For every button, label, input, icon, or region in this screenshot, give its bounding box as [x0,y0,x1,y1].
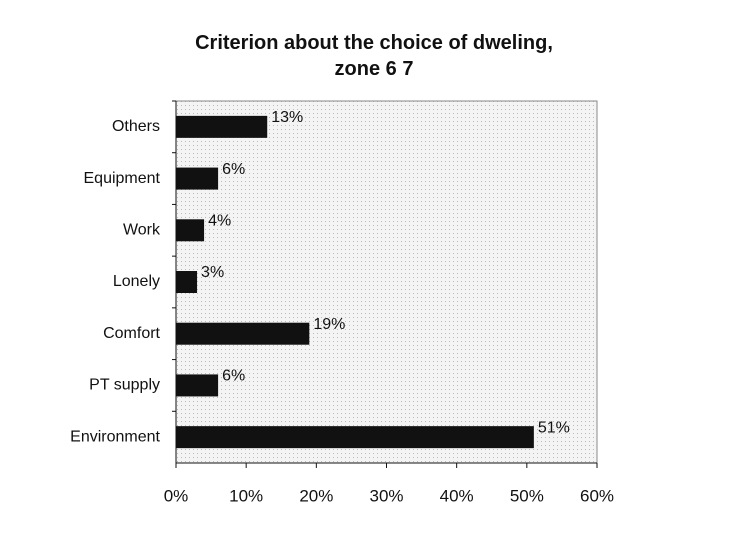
x-tick-label: 0% [164,486,189,505]
y-tick-label: PT supply [89,377,160,394]
x-tick-label: 30% [369,486,403,505]
chart-title: Criterion about the choice of dweling, z… [195,32,553,80]
value-label: 4% [208,213,231,230]
value-label: 13% [271,109,303,126]
y-tick-label: Lonely [113,273,160,290]
x-tick-label: 20% [299,486,333,505]
bar [176,115,268,138]
y-tick-label: Equipment [84,170,161,187]
value-label: 3% [201,264,224,281]
value-label: 51% [538,419,570,436]
bar [176,322,310,345]
x-tick-label: 10% [229,486,263,505]
bar [176,167,219,190]
bar [176,271,198,293]
bar [176,374,219,397]
y-tick-label: Comfort [103,325,160,342]
plot-area [175,100,598,464]
y-tick-label: Environment [70,428,160,445]
y-tick-label: Work [123,222,161,239]
x-tick-label: 60% [580,486,614,505]
bar [176,426,534,449]
x-tick-label: 40% [440,486,474,505]
value-label: 6% [222,161,245,178]
value-label: 19% [313,316,345,333]
x-tick-label: 50% [510,486,544,505]
bar [176,219,205,242]
y-tick-label: Others [112,118,160,135]
value-label: 6% [222,368,245,385]
